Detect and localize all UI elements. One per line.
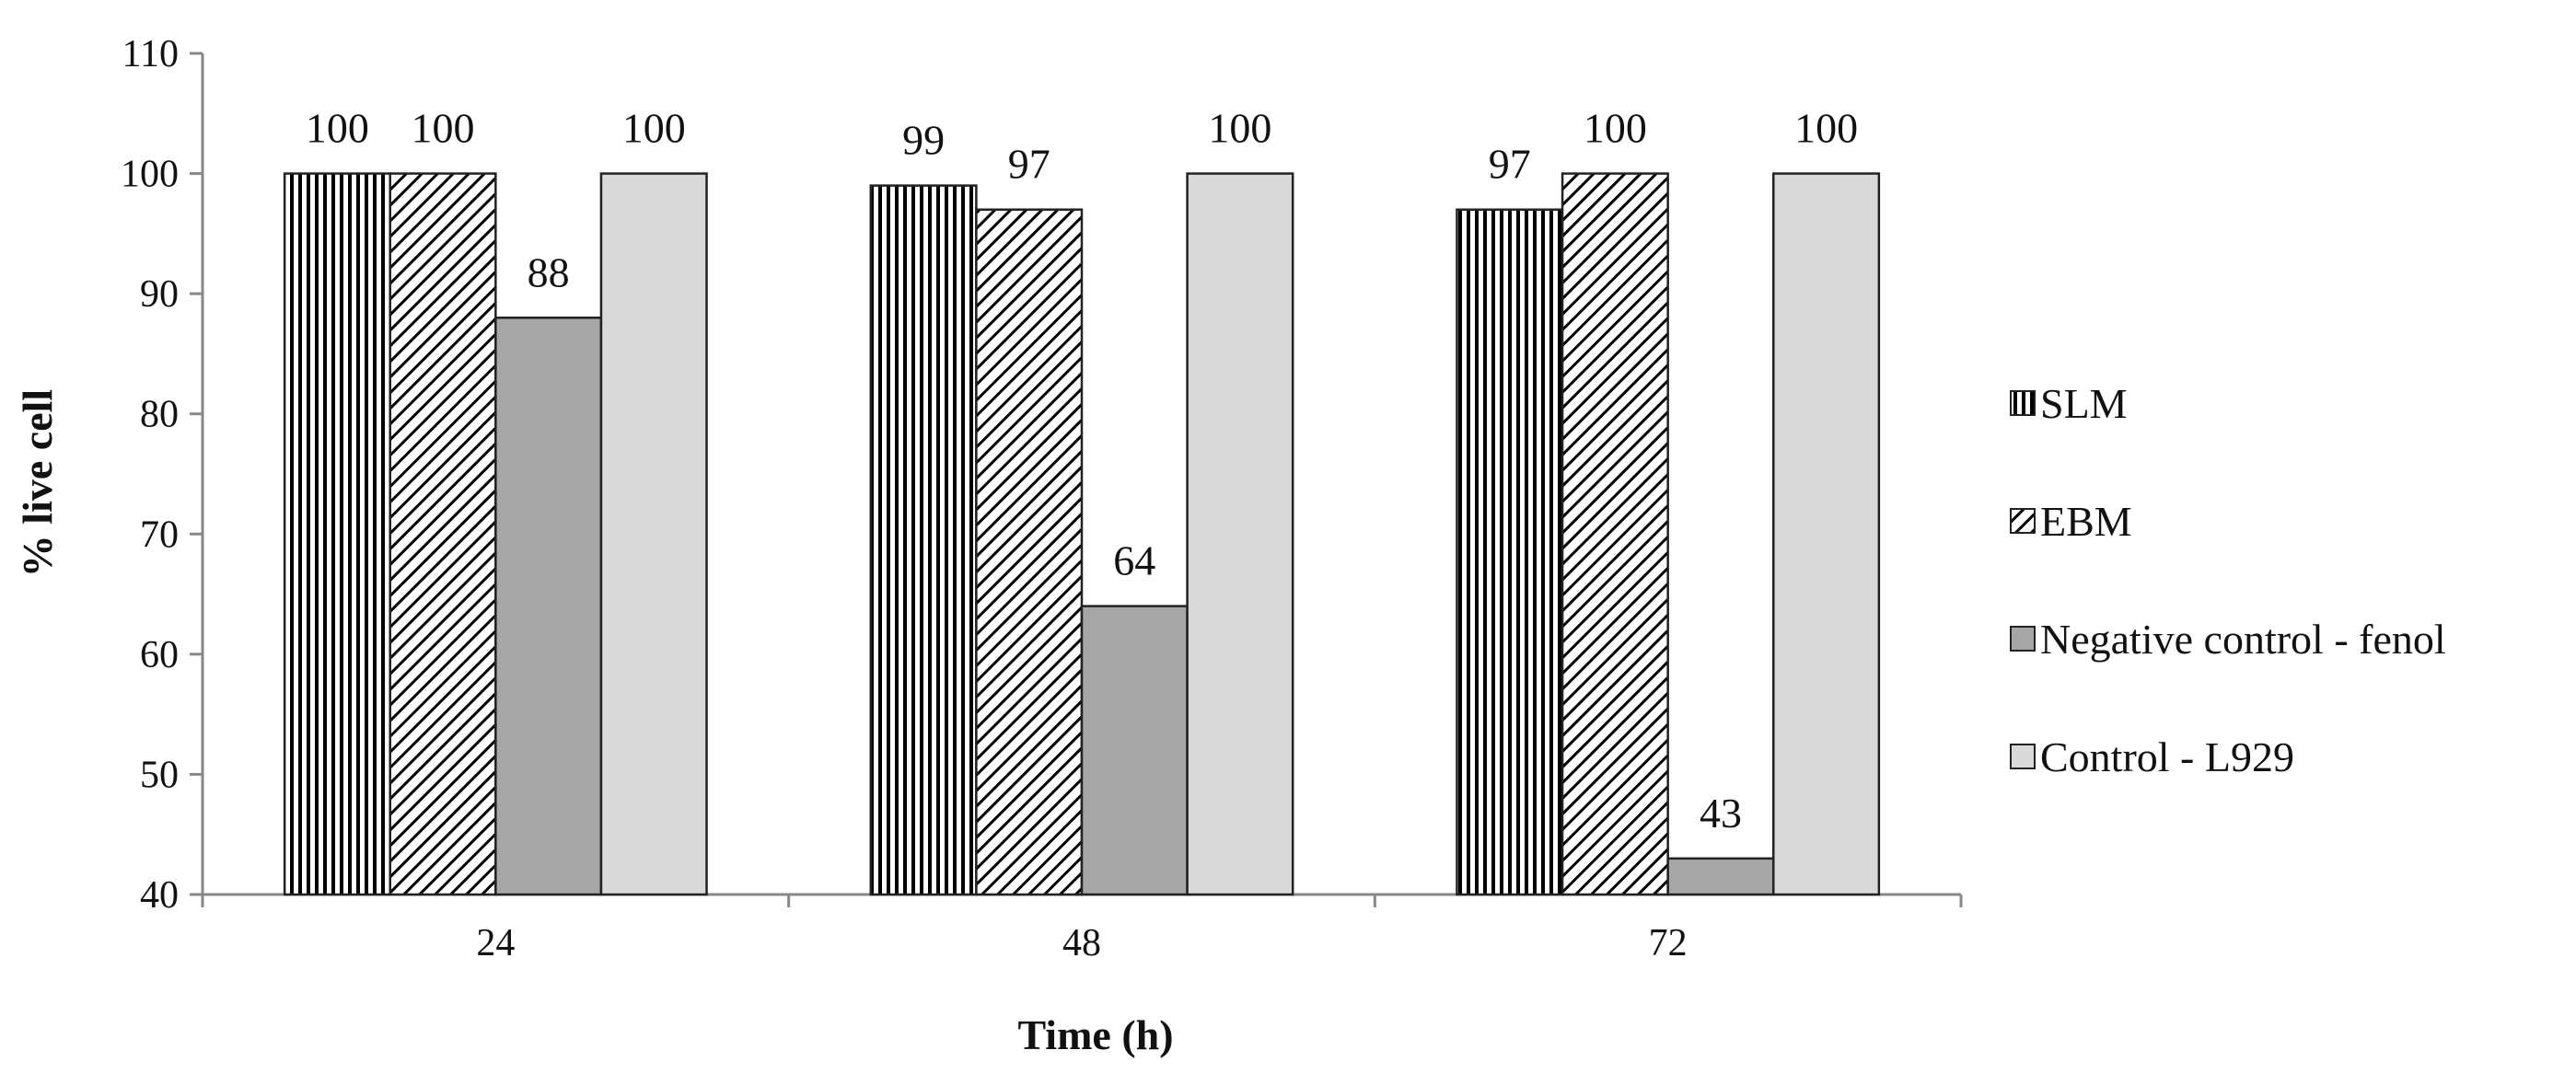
data-label: 100 xyxy=(306,105,369,152)
data-label: 64 xyxy=(1113,537,1155,584)
y-tick-label: 60 xyxy=(140,634,179,676)
y-tick-label: 70 xyxy=(140,514,179,556)
bar-control-l929-48 xyxy=(1186,172,1294,896)
legend-swatch xyxy=(2010,626,2036,652)
x-axis-title: Time (h) xyxy=(1017,1011,1173,1058)
data-label: 100 xyxy=(1584,105,1647,152)
legend-swatch xyxy=(2010,390,2036,416)
data-label: 97 xyxy=(1489,141,1531,188)
data-label: 97 xyxy=(1008,141,1050,188)
x-tick-label: 48 xyxy=(1062,922,1101,964)
y-tick-label: 50 xyxy=(140,754,179,796)
bar-negative-control-fenol-72 xyxy=(1666,857,1775,896)
data-label: 99 xyxy=(902,117,945,164)
bar-slm-72 xyxy=(1456,208,1564,896)
bar-slm-48 xyxy=(869,184,978,896)
bars xyxy=(283,172,1881,896)
data-labels: 100 100 88 100 99 97 64 100 97 100 43 100 xyxy=(306,105,1858,837)
data-label: 100 xyxy=(412,105,475,152)
data-label: 43 xyxy=(1700,790,1742,837)
bar-negative-control-fenol-24 xyxy=(494,317,603,896)
legend-label: EBM xyxy=(2040,498,2132,545)
y-tick-label: 90 xyxy=(140,273,179,316)
y-axis-title: % live cell xyxy=(14,389,61,577)
x-axis-ticks: 24 48 72 xyxy=(201,895,1963,964)
legend-swatch xyxy=(2010,508,2036,534)
x-tick-label: 24 xyxy=(476,922,515,964)
legend-label: Control - L929 xyxy=(2040,733,2294,780)
data-label: 100 xyxy=(622,105,686,152)
y-tick-label: 100 xyxy=(121,154,179,196)
y-tick-label: 40 xyxy=(140,874,179,917)
x-tick-label: 72 xyxy=(1649,922,1688,964)
data-label: 100 xyxy=(1794,105,1858,152)
data-label: 88 xyxy=(528,248,570,295)
bar-slm-24 xyxy=(283,172,391,896)
bar-ebm-72 xyxy=(1561,172,1669,896)
legend-label: Negative control - fenol xyxy=(2040,616,2446,663)
bar-ebm-48 xyxy=(975,208,1084,896)
bar-control-l929-24 xyxy=(599,172,708,896)
data-label: 100 xyxy=(1208,105,1271,152)
y-tick-label: 110 xyxy=(122,33,179,75)
legend-label: SLM xyxy=(2040,380,2128,427)
y-axis-ticks: 40 50 60 70 80 90 100 110 xyxy=(121,33,203,917)
bar-negative-control-fenol-48 xyxy=(1080,605,1189,896)
y-tick-label: 80 xyxy=(140,394,179,436)
bar-control-l929-72 xyxy=(1772,172,1881,896)
bar-ebm-24 xyxy=(389,172,497,896)
legend: SLM EBM Negative control - fenol Control - … xyxy=(2010,380,2446,780)
legend-swatch xyxy=(2010,744,2036,769)
